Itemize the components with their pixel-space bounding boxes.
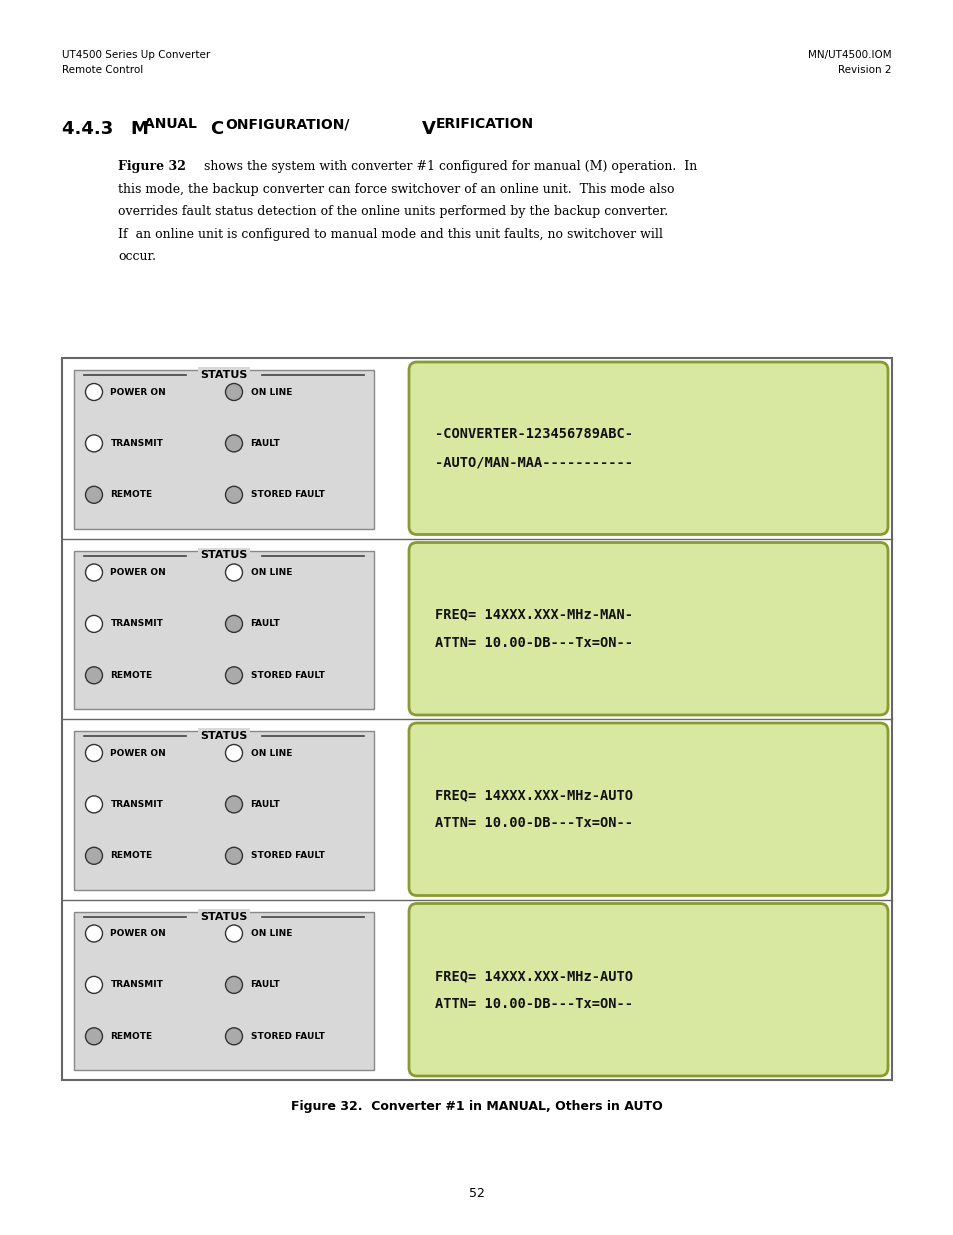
Text: Figure 32: Figure 32 <box>118 161 186 173</box>
Text: this mode, the backup converter can force switchover of an online unit.  This mo: this mode, the backup converter can forc… <box>118 183 674 195</box>
Text: ATTN= 10.00-DB---Tx=ON--: ATTN= 10.00-DB---Tx=ON-- <box>435 997 633 1010</box>
Circle shape <box>225 564 242 580</box>
Text: ON LINE: ON LINE <box>251 568 292 577</box>
Text: STATUS: STATUS <box>200 731 248 741</box>
Text: POWER ON: POWER ON <box>111 568 166 577</box>
Text: REMOTE: REMOTE <box>111 490 152 499</box>
Circle shape <box>225 667 242 684</box>
Text: FREQ= 14XXX.XXX-MHz-AUTO: FREQ= 14XXX.XXX-MHz-AUTO <box>435 788 633 803</box>
Circle shape <box>225 977 242 993</box>
FancyBboxPatch shape <box>409 904 887 1076</box>
FancyBboxPatch shape <box>409 722 887 895</box>
Text: ATTN= 10.00-DB---Tx=ON--: ATTN= 10.00-DB---Tx=ON-- <box>435 636 633 650</box>
Text: POWER ON: POWER ON <box>111 388 166 396</box>
Text: FAULT: FAULT <box>251 620 280 629</box>
Text: TRANSMIT: TRANSMIT <box>111 620 163 629</box>
Circle shape <box>86 615 102 632</box>
Circle shape <box>86 487 102 504</box>
Text: ERIFICATION: ERIFICATION <box>436 117 534 131</box>
Text: Revision 2: Revision 2 <box>838 65 891 75</box>
Circle shape <box>225 435 242 452</box>
Circle shape <box>225 615 242 632</box>
Text: ONFIGURATION/: ONFIGURATION/ <box>225 117 349 131</box>
Circle shape <box>225 384 242 400</box>
Bar <box>74 911 374 1070</box>
Circle shape <box>86 1028 102 1045</box>
Circle shape <box>86 384 102 400</box>
Text: shows the system with converter #1 configured for manual (M) operation.  In: shows the system with converter #1 confi… <box>200 161 697 173</box>
Text: REMOTE: REMOTE <box>111 851 152 861</box>
Circle shape <box>225 487 242 504</box>
Text: REMOTE: REMOTE <box>111 671 152 679</box>
Text: -AUTO/MAN-MAA-----------: -AUTO/MAN-MAA----------- <box>435 456 633 469</box>
Text: STATUS: STATUS <box>200 551 248 561</box>
Circle shape <box>86 667 102 684</box>
Circle shape <box>225 1028 242 1045</box>
Text: FAULT: FAULT <box>251 438 280 448</box>
Text: ANUAL: ANUAL <box>144 117 201 131</box>
Text: FREQ= 14XXX.XXX-MHz-MAN-: FREQ= 14XXX.XXX-MHz-MAN- <box>435 608 633 621</box>
Text: occur.: occur. <box>118 249 156 263</box>
Bar <box>74 551 374 709</box>
Text: C: C <box>210 120 223 138</box>
Text: 4.4.3: 4.4.3 <box>62 120 119 138</box>
Circle shape <box>86 977 102 993</box>
Text: -CONVERTER-123456789ABC-: -CONVERTER-123456789ABC- <box>435 427 633 441</box>
Bar <box>74 370 374 529</box>
Text: M: M <box>130 120 148 138</box>
Text: ON LINE: ON LINE <box>251 929 292 939</box>
FancyBboxPatch shape <box>409 542 887 715</box>
Text: TRANSMIT: TRANSMIT <box>111 981 163 989</box>
Circle shape <box>86 745 102 762</box>
Circle shape <box>225 745 242 762</box>
Circle shape <box>86 847 102 864</box>
Text: STORED FAULT: STORED FAULT <box>251 490 324 499</box>
Text: If  an online unit is configured to manual mode and this unit faults, no switcho: If an online unit is configured to manua… <box>118 227 662 241</box>
Text: overrides fault status detection of the online units performed by the backup con: overrides fault status detection of the … <box>118 205 667 219</box>
Text: STORED FAULT: STORED FAULT <box>251 851 324 861</box>
Text: 52: 52 <box>469 1187 484 1200</box>
FancyBboxPatch shape <box>409 362 887 535</box>
Text: TRANSMIT: TRANSMIT <box>111 438 163 448</box>
Text: ON LINE: ON LINE <box>251 748 292 757</box>
Text: FAULT: FAULT <box>251 800 280 809</box>
Text: STORED FAULT: STORED FAULT <box>251 1031 324 1041</box>
Text: FAULT: FAULT <box>251 981 280 989</box>
Text: ATTN= 10.00-DB---Tx=ON--: ATTN= 10.00-DB---Tx=ON-- <box>435 816 633 830</box>
Text: MN/UT4500.IOM: MN/UT4500.IOM <box>807 49 891 61</box>
Bar <box>74 731 374 889</box>
Circle shape <box>86 795 102 813</box>
Text: POWER ON: POWER ON <box>111 929 166 939</box>
Circle shape <box>225 795 242 813</box>
Text: ON LINE: ON LINE <box>251 388 292 396</box>
Circle shape <box>86 564 102 580</box>
Text: V: V <box>421 120 436 138</box>
Text: STATUS: STATUS <box>200 370 248 380</box>
Text: UT4500 Series Up Converter: UT4500 Series Up Converter <box>62 49 210 61</box>
Text: Figure 32.  Converter #1 in MANUAL, Others in AUTO: Figure 32. Converter #1 in MANUAL, Other… <box>291 1100 662 1113</box>
Circle shape <box>86 435 102 452</box>
Circle shape <box>86 925 102 942</box>
Text: STORED FAULT: STORED FAULT <box>251 671 324 679</box>
Text: FREQ= 14XXX.XXX-MHz-AUTO: FREQ= 14XXX.XXX-MHz-AUTO <box>435 968 633 983</box>
Text: STATUS: STATUS <box>200 911 248 921</box>
Text: TRANSMIT: TRANSMIT <box>111 800 163 809</box>
Text: Remote Control: Remote Control <box>62 65 143 75</box>
Text: REMOTE: REMOTE <box>111 1031 152 1041</box>
Circle shape <box>225 925 242 942</box>
Bar <box>62 358 891 1079</box>
Text: POWER ON: POWER ON <box>111 748 166 757</box>
Circle shape <box>225 847 242 864</box>
